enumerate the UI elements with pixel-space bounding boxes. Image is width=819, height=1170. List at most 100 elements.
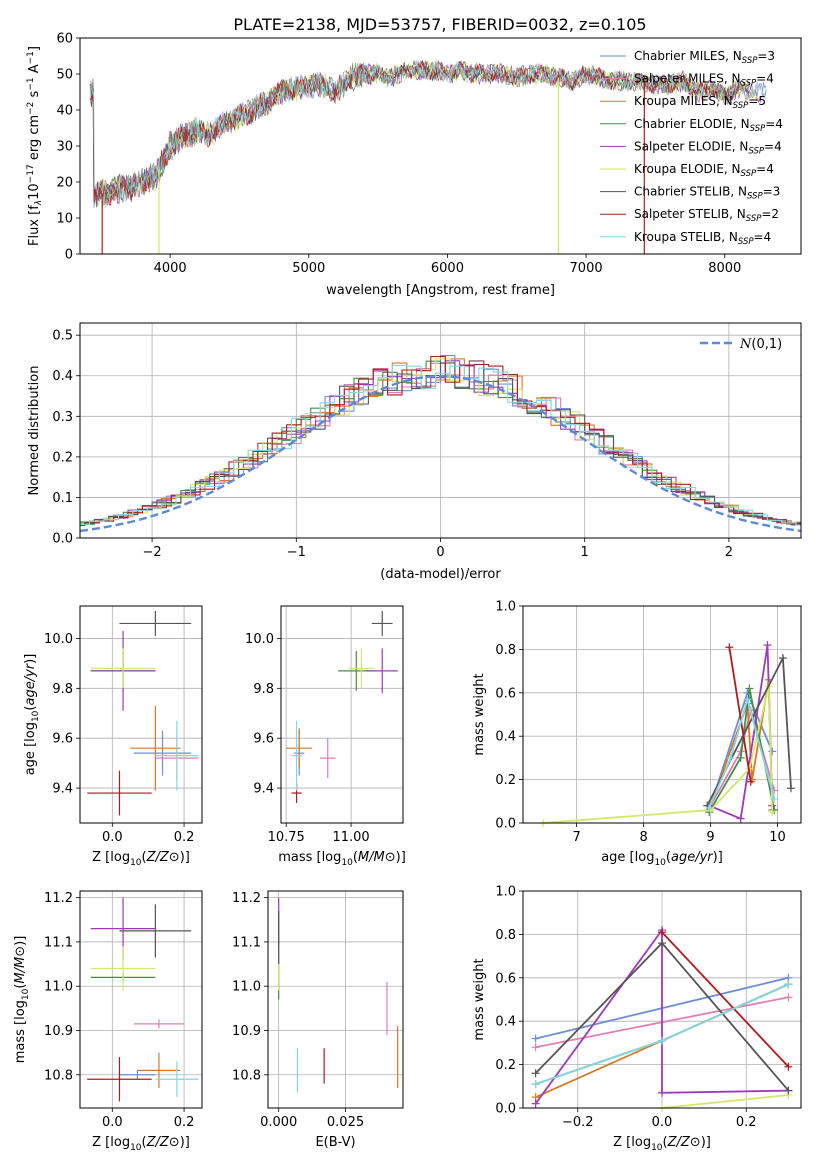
x-tick-label: −2 bbox=[143, 545, 162, 560]
spectrum-x-label: wavelength [Angstrom, rest frame] bbox=[326, 283, 555, 298]
y-tick-label: 40 bbox=[56, 104, 73, 119]
mass_vs_Z-y-label: mass [log10(M/M⊙)] bbox=[13, 936, 31, 1064]
y-tick-label: 0.0 bbox=[495, 817, 516, 832]
legend-label: Kroupa STELIB, NSSP=4 bbox=[634, 230, 771, 247]
y-tick-label: 11.1 bbox=[44, 935, 73, 950]
y-tick-label: 9.8 bbox=[52, 682, 73, 697]
x-tick-label: 10.75 bbox=[268, 830, 305, 845]
residuals-legend-label: N(0,1) bbox=[739, 337, 782, 352]
y-tick-label: 10.9 bbox=[44, 1024, 73, 1039]
residual-histogram-step bbox=[80, 362, 801, 526]
y-tick-label: 0.0 bbox=[52, 532, 73, 547]
residuals-axes: −2 −1 0 1 2 0.0 0.1 0.2 0.3 0.4 0.5 bbox=[52, 323, 801, 560]
mass_weight_vs_age-frame bbox=[522, 605, 802, 824]
y-tick-label: 30 bbox=[56, 140, 73, 155]
mass-weight-line bbox=[728, 647, 752, 782]
y-tick-label: 11.0 bbox=[232, 980, 261, 995]
mass-weight-line bbox=[543, 686, 774, 824]
mass_weight_vs_age-lines bbox=[539, 641, 795, 827]
y-tick-label: 10.8 bbox=[44, 1068, 73, 1083]
mass-weight-line bbox=[708, 688, 776, 813]
spectrum-series-line bbox=[91, 59, 767, 209]
x-tick-label: 8 bbox=[639, 830, 647, 845]
x-tick-label: 0 bbox=[436, 545, 444, 560]
normal-pdf-curve bbox=[79, 374, 802, 533]
y-tick-label: 0.2 bbox=[52, 450, 73, 465]
mass_vs_Z-errorbars bbox=[87, 897, 199, 1102]
y-tick-label: 0.2 bbox=[495, 1058, 516, 1073]
x-tick-label: 0.000 bbox=[260, 1115, 297, 1130]
y-tick-label: 9.4 bbox=[52, 782, 73, 797]
mass_vs_ebv-axes: 0.000 0.025 10.8 10.9 11.0 11.1 11.2 bbox=[232, 891, 403, 1130]
y-tick-label: 10.0 bbox=[44, 632, 73, 647]
y-tick-label: 0.8 bbox=[495, 928, 516, 943]
legend-label: Chabrier MILES, NSSP=3 bbox=[634, 49, 775, 66]
legend-label: Chabrier STELIB, NSSP=3 bbox=[634, 185, 780, 202]
residuals-y-label: Normed distribution bbox=[27, 366, 42, 496]
x-tick-label: 2 bbox=[725, 545, 733, 560]
age_vs_Z-errorbars bbox=[87, 610, 199, 816]
residual-histogram-step bbox=[80, 360, 801, 526]
mass-weight-line bbox=[708, 695, 776, 809]
y-tick-label: 0.0 bbox=[495, 1102, 516, 1117]
y-tick-label: 0.6 bbox=[495, 971, 516, 986]
y-tick-label: 50 bbox=[56, 68, 73, 83]
x-tick-label: 6000 bbox=[431, 261, 464, 276]
x-tick-label: 8000 bbox=[708, 261, 741, 276]
x-tick-label: −0.2 bbox=[562, 1115, 594, 1130]
y-tick-label: 11.2 bbox=[232, 891, 261, 906]
mass_vs_ebv-frame bbox=[267, 890, 404, 1109]
x-tick-label: 10 bbox=[769, 830, 786, 845]
mass_vs_ebv-x-label: E(B-V) bbox=[315, 1135, 355, 1150]
y-tick-label: 10.0 bbox=[245, 632, 274, 647]
age_vs_mass-frame bbox=[280, 605, 404, 824]
y-tick-label: 60 bbox=[56, 32, 73, 47]
legend-label: Salpeter STELIB, NSSP=2 bbox=[634, 207, 779, 224]
mass_weight_vs_Z-lines bbox=[531, 926, 793, 1112]
y-tick-label: 10.9 bbox=[232, 1024, 261, 1039]
residuals-x-label: (data-model)/error bbox=[380, 567, 501, 582]
x-tick-label: 7 bbox=[572, 830, 580, 845]
y-tick-label: 0.3 bbox=[52, 410, 73, 425]
age_vs_mass-axes: 10.75 11.00 9.4 9.6 9.8 10.0 bbox=[245, 606, 403, 845]
residual-histogram-step bbox=[80, 358, 801, 525]
x-tick-label: 11.00 bbox=[332, 830, 369, 845]
age_vs_Z-x-label: Z [log10(Z/Z⊙)] bbox=[92, 850, 190, 868]
x-tick-label: 0.025 bbox=[327, 1115, 364, 1130]
x-tick-label: 0.0 bbox=[652, 1115, 673, 1130]
mass_vs_Z-axes: 0.0 0.2 10.8 10.9 11.0 11.1 11.2 bbox=[44, 891, 202, 1130]
x-tick-label: 9 bbox=[706, 830, 714, 845]
y-tick-label: 0.5 bbox=[52, 329, 73, 344]
age_vs_mass-errorbars bbox=[286, 610, 398, 804]
legend-label: Salpeter MILES, NSSP=4 bbox=[634, 72, 774, 89]
y-tick-label: 11.1 bbox=[232, 935, 261, 950]
mass_weight_vs_Z-axes: −0.2 0.0 0.2 0.0 0.2 0.4 0.6 0.8 1.0 bbox=[495, 885, 801, 1130]
age_vs_Z-axes: 0.0 0.2 9.4 9.6 9.8 10.0 bbox=[44, 606, 202, 845]
mass_vs_Z-x-label: Z [log10(Z/Z⊙)] bbox=[92, 1135, 190, 1153]
mass-weight-line bbox=[661, 931, 790, 1068]
x-tick-label: 0.2 bbox=[174, 1115, 195, 1130]
y-tick-label: 0.4 bbox=[52, 369, 73, 384]
y-tick-label: 10 bbox=[56, 212, 73, 227]
y-tick-label: 0.4 bbox=[495, 1015, 516, 1030]
y-tick-label: 11.2 bbox=[44, 891, 73, 906]
legend-label: Kroupa MILES, NSSP=5 bbox=[634, 94, 766, 111]
y-tick-label: 20 bbox=[56, 176, 73, 191]
residuals-frame bbox=[79, 322, 802, 539]
legend-label: Chabrier ELODIE, NSSP=4 bbox=[634, 117, 783, 134]
spectrum-legend: Chabrier MILES, NSSP=3 Salpeter MILES, NS… bbox=[600, 49, 783, 247]
mass_weight_vs_age-y-label: mass weight bbox=[472, 673, 487, 755]
y-tick-label: 0.2 bbox=[495, 773, 516, 788]
residual-histogram-step bbox=[80, 364, 801, 526]
x-tick-label: 7000 bbox=[570, 261, 603, 276]
residual-histograms bbox=[79, 355, 802, 533]
age_vs_Z-frame bbox=[79, 605, 203, 824]
x-tick-label: 5000 bbox=[292, 261, 325, 276]
mass-weight-line bbox=[661, 1094, 789, 1109]
mass_vs_Z-frame bbox=[79, 890, 203, 1109]
y-tick-label: 1.0 bbox=[495, 600, 516, 615]
residual-histogram-step bbox=[80, 355, 801, 527]
x-tick-label: 0.0 bbox=[102, 830, 123, 845]
age_vs_Z-y-label: age [log10(age/yr)] bbox=[23, 654, 41, 776]
